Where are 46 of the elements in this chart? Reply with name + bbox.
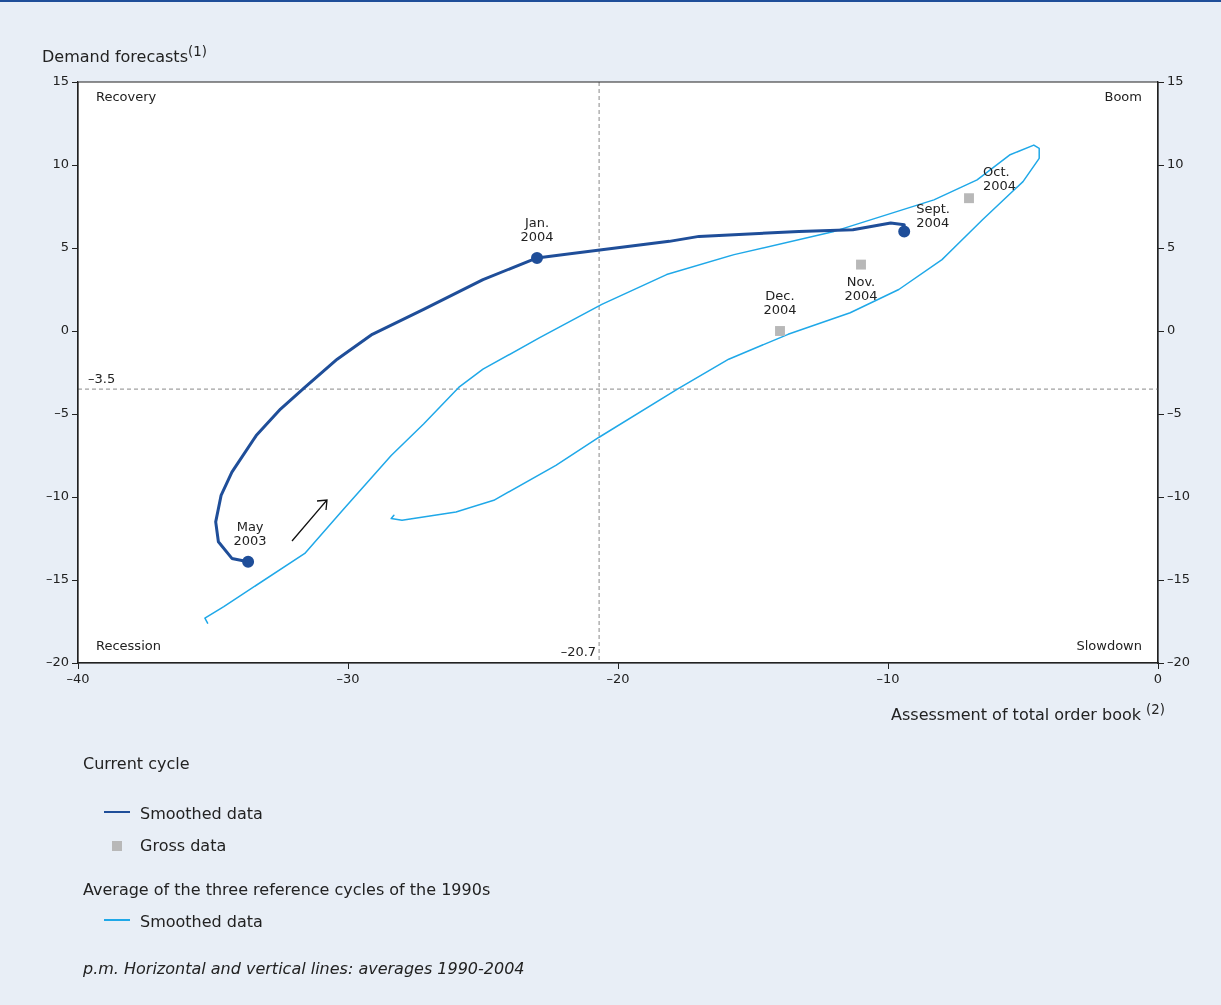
x-tick-label: –40 <box>66 671 90 687</box>
text: Average of the three reference cycles of the 1990s <box>83 880 491 899</box>
annotation: Boom <box>1104 89 1142 105</box>
y2-tick-label: –20 <box>1167 654 1191 670</box>
x-tick-label: –10 <box>876 671 900 687</box>
y2-tick-label: 10 <box>1167 156 1184 172</box>
y2-tick-label: 0 <box>1167 322 1176 338</box>
annotation: May 2003 <box>233 519 267 549</box>
annotation: Slowdown <box>1076 638 1142 654</box>
y-tick-label: 0 <box>60 322 69 338</box>
y2-tick-label: –15 <box>1167 571 1191 587</box>
ref-line-label: –20.7 <box>560 643 597 659</box>
y2-tick-label: –10 <box>1167 488 1191 504</box>
point <box>775 326 785 336</box>
annotation: Recession <box>96 638 161 654</box>
x-axis-title: Assessment of total order book $^{(2)}$ <box>891 702 1165 725</box>
y-tick-label: –15 <box>45 571 69 587</box>
annotation: Dec. 2004 <box>763 288 797 318</box>
y-tick-label: –10 <box>45 488 69 504</box>
y-tick-label: –5 <box>54 405 69 421</box>
y-tick-label: 15 <box>52 73 69 89</box>
y-tick-label: –20 <box>45 654 69 670</box>
y-axis-title: Demand forecasts$^{(1)}$ <box>42 44 207 67</box>
point <box>531 251 543 264</box>
y2-tick-label: 15 <box>1167 73 1184 89</box>
y-tick-label: 10 <box>52 156 69 172</box>
point <box>964 193 974 204</box>
y2-tick-label: –5 <box>1167 405 1182 421</box>
annotation: Sept. 2004 <box>916 200 950 230</box>
text: Current cycle <box>83 754 190 773</box>
x-tick-label: –30 <box>336 671 360 687</box>
point <box>856 259 866 270</box>
x-tick-label: –20 <box>606 671 630 687</box>
y2-tick-label: 5 <box>1167 239 1176 255</box>
point <box>898 225 911 238</box>
text: p.m. Horizontal and vertical lines: averages 1990-2004 <box>83 959 525 978</box>
annotation: Recovery <box>96 89 157 105</box>
point <box>242 555 255 568</box>
legend-label: Smoothed data <box>140 804 263 823</box>
legend-label: Smoothed data <box>140 912 263 931</box>
ref-line-label: –3.5 <box>88 370 116 386</box>
y-tick-label: 5 <box>60 239 69 255</box>
annotation: Jan. 2004 <box>520 215 554 245</box>
legend-label: Gross data <box>140 836 227 855</box>
annotation: Nov. 2004 <box>844 273 878 303</box>
x-tick-label: 0 <box>1153 671 1163 687</box>
